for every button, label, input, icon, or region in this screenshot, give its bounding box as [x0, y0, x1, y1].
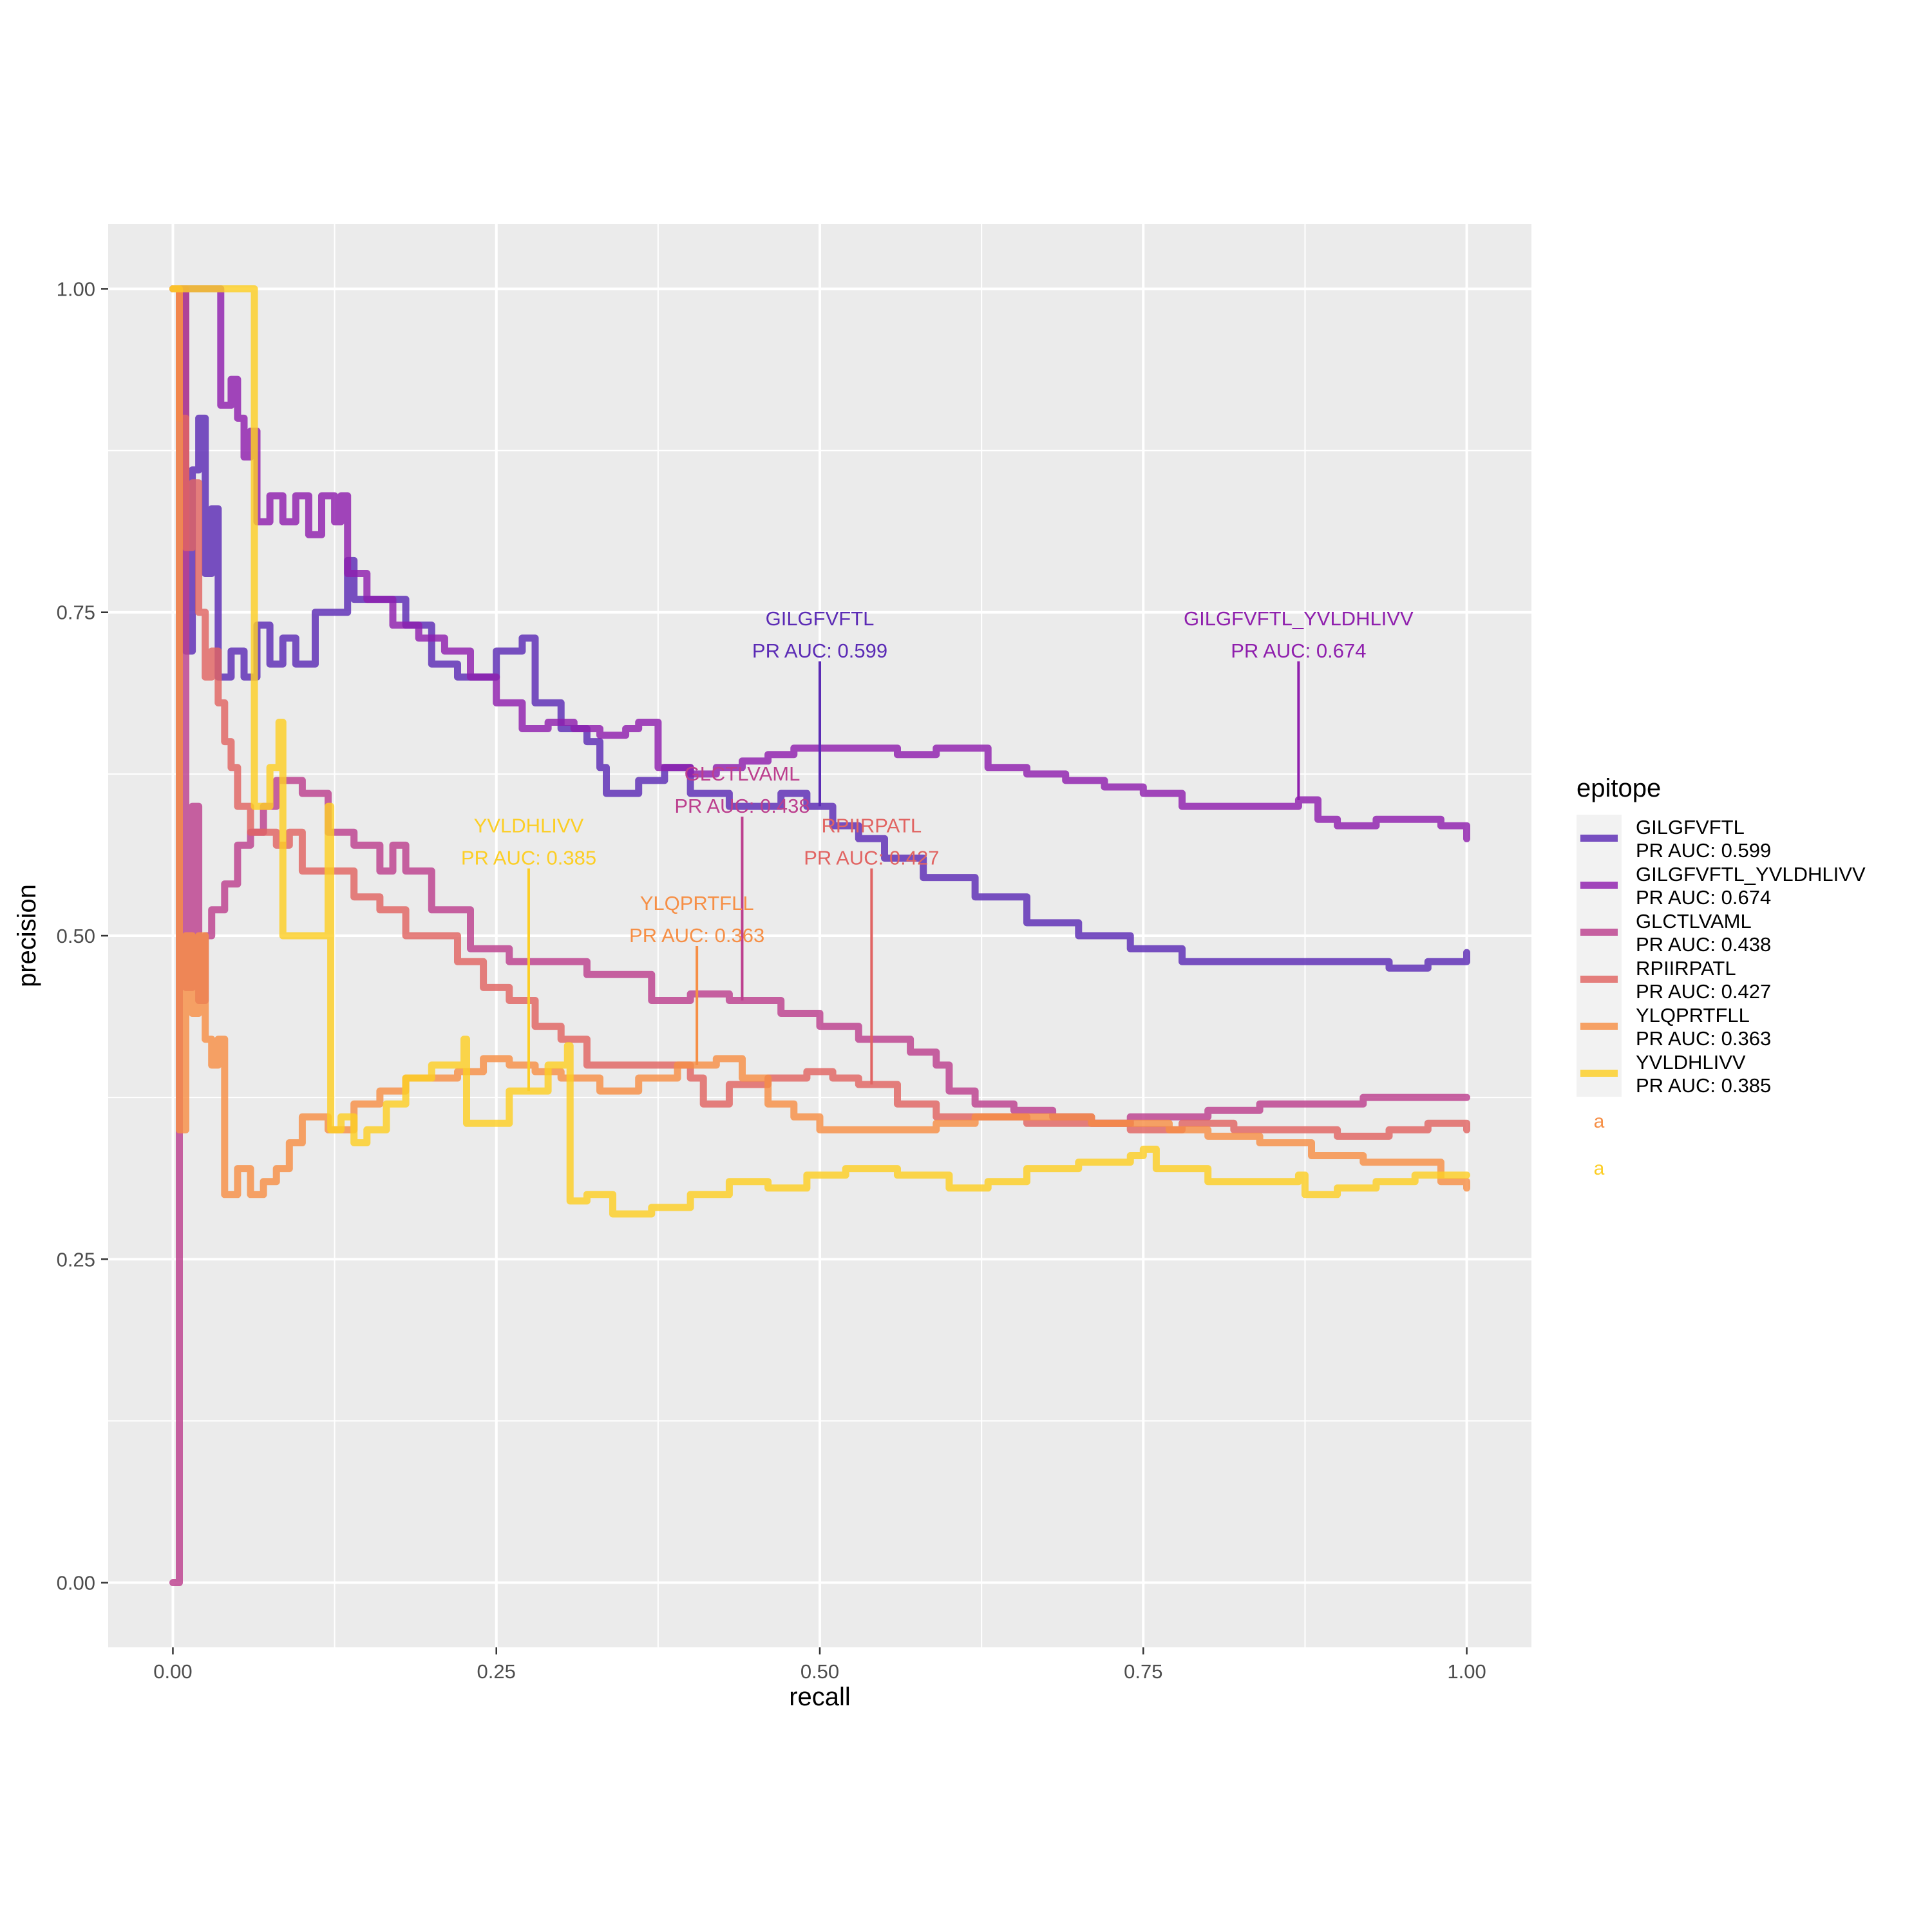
legend-item-auc: PR AUC: 0.363: [1636, 1027, 1771, 1050]
y-tick-label: 0.00: [57, 1572, 95, 1595]
series-label-auc: PR AUC: 0.427: [804, 846, 939, 869]
series-line-yvldhlivv: [169, 285, 1470, 1218]
x-tick-label: 0.00: [153, 1660, 192, 1683]
y-tick-label: 0.50: [57, 925, 95, 947]
legend-item-auc: PR AUC: 0.438: [1636, 933, 1771, 956]
series-label-name: YLQPRTFLL: [640, 892, 754, 914]
legend-item-auc: PR AUC: 0.674: [1636, 886, 1771, 909]
legend-text-key: a: [1594, 1111, 1605, 1132]
legend-item-name: GILGFVFTL_YVLDHLIVV: [1636, 863, 1866, 886]
series-label-name: GILGFVFTL: [766, 607, 875, 630]
series-label-auc: PR AUC: 0.363: [629, 924, 764, 947]
legend-item-name: GILGFVFTL: [1636, 816, 1745, 838]
legend-title: epitope: [1577, 774, 1661, 802]
legend-text-key: a: [1594, 1158, 1605, 1179]
series-label-name: GLCTLVAML: [685, 762, 800, 785]
series-label-auc: PR AUC: 0.385: [461, 846, 596, 869]
series-label-auc: PR AUC: 0.599: [752, 639, 887, 662]
label-layer: GILGFVFTL PR AUC: 0.599 GILGFVFTL_YVLDHLIV…: [461, 607, 1414, 1092]
legend-item-name: YVLDHLIVV: [1636, 1051, 1746, 1074]
x-tick-label: 1.00: [1447, 1660, 1486, 1683]
x-tick-label: 0.50: [800, 1660, 839, 1683]
series-line-ylqprtfll: [169, 285, 1470, 1198]
series-line-gilgfvftl-yvldhlivv: [169, 285, 1470, 842]
legend-item-auc: PR AUC: 0.427: [1636, 980, 1771, 1003]
x-tick-label: 0.25: [477, 1660, 516, 1683]
legend-item-name: GLCTLVAML: [1636, 910, 1752, 933]
series-label-name: YVLDHLIVV: [474, 814, 584, 837]
legend-item-name: YLQPRTFLL: [1636, 1004, 1750, 1027]
axes-layer: 0.00 0.25 0.50 0.75 1.00 0.00 0.25 0.50 0.75 1.00: [57, 278, 1486, 1683]
series-label-name: RPIIRPATL: [822, 814, 922, 837]
series-line-gilgfvftl: [169, 285, 1470, 972]
legend-item-auc: PR AUC: 0.385: [1636, 1074, 1771, 1097]
legend-item-name: RPIIRPATL: [1636, 957, 1736, 980]
y-tick-label: 0.75: [57, 601, 95, 624]
legend-item-auc: PR AUC: 0.599: [1636, 839, 1771, 862]
series-label-auc: PR AUC: 0.438: [674, 795, 810, 817]
series-layer: [169, 285, 1470, 1586]
y-axis-title: precision: [13, 884, 41, 987]
y-tick-label: 1.00: [57, 278, 95, 300]
x-axis-title: recall: [789, 1683, 851, 1711]
series-label-auc: PR AUC: 0.674: [1231, 639, 1366, 662]
series-label-name: GILGFVFTL_YVLDHLIVV: [1184, 607, 1414, 630]
x-tick-label: 0.75: [1124, 1660, 1162, 1683]
y-tick-label: 0.25: [57, 1248, 95, 1271]
grid-major: [108, 224, 1531, 1647]
